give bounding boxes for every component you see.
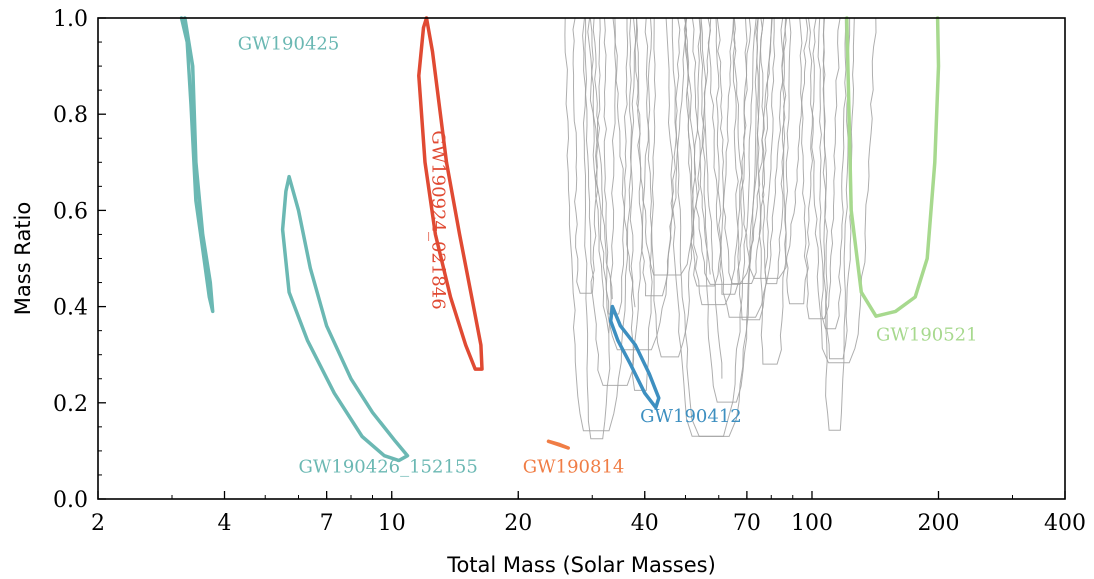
x-tick-label: 70: [733, 511, 761, 536]
series-label: GW190924_021846: [427, 130, 448, 309]
x-tick-label: 200: [917, 511, 959, 536]
contour-gw190521: [847, 18, 939, 316]
x-tick-label: 4: [218, 511, 232, 536]
background-contour: [684, 18, 733, 286]
x-axis: 2 4 7 10 20 40 70 100 200 400: [91, 491, 1086, 536]
x-axis-title: Total Mass (Solar Masses): [446, 553, 716, 577]
plot-frame: [98, 18, 1065, 499]
y-tick-label: 1.0: [53, 7, 88, 32]
y-tick-label: 0.2: [53, 392, 88, 417]
series-layer: [182, 18, 939, 461]
x-tick-label: 10: [378, 511, 406, 536]
series-label: GW190814: [523, 457, 625, 478]
series-label: GW190521: [876, 324, 978, 345]
y-axis-title: Mass Ratio: [11, 202, 35, 315]
contour-gw190425: [182, 18, 213, 311]
contour-gw190412: [611, 307, 659, 408]
background-contours: [565, 18, 876, 439]
background-contour: [818, 18, 846, 329]
y-tick-label: 0.6: [53, 199, 88, 224]
series-label: GW190425: [238, 33, 340, 54]
contour-gw190814: [549, 441, 569, 448]
y-tick-label: 0.8: [53, 103, 88, 128]
x-tick-label: 7: [320, 511, 334, 536]
background-contour: [672, 18, 763, 436]
series-label: GW190426_152155: [299, 457, 478, 478]
y-tick-label: 0.4: [53, 296, 88, 321]
x-tick-label: 40: [631, 511, 659, 536]
x-tick-label: 400: [1044, 511, 1086, 536]
y-tick-label: 0.0: [53, 488, 88, 513]
x-tick-label: 100: [791, 511, 833, 536]
x-tick-label: 2: [91, 511, 105, 536]
x-tick-label: 20: [504, 511, 532, 536]
contour-gw190426-152155: [283, 177, 408, 461]
series-label: GW190412: [640, 406, 742, 427]
